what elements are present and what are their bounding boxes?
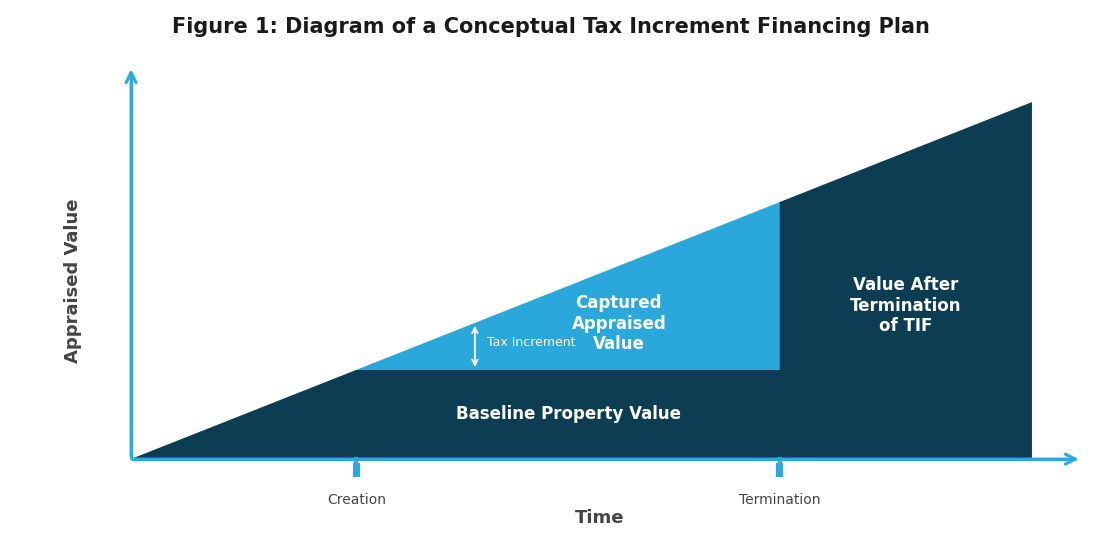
Text: Value After
Termination
of TIF: Value After Termination of TIF bbox=[850, 276, 961, 335]
Text: Tax Increment: Tax Increment bbox=[487, 336, 575, 349]
Text: Figure 1: Diagram of a Conceptual Tax Increment Financing Plan: Figure 1: Diagram of a Conceptual Tax In… bbox=[172, 17, 929, 36]
Text: Termination: Termination bbox=[739, 493, 820, 507]
Polygon shape bbox=[357, 370, 780, 459]
Text: Baseline Property Value: Baseline Property Value bbox=[456, 405, 680, 424]
Polygon shape bbox=[131, 370, 357, 459]
Text: Creation: Creation bbox=[327, 493, 385, 507]
Bar bbox=[776, 463, 783, 477]
Bar bbox=[352, 463, 360, 477]
Polygon shape bbox=[780, 102, 1032, 459]
Text: Appraised Value: Appraised Value bbox=[64, 199, 81, 363]
Text: Time: Time bbox=[575, 509, 624, 527]
Polygon shape bbox=[357, 202, 780, 370]
Text: Captured
Appraised
Value: Captured Appraised Value bbox=[571, 294, 666, 353]
